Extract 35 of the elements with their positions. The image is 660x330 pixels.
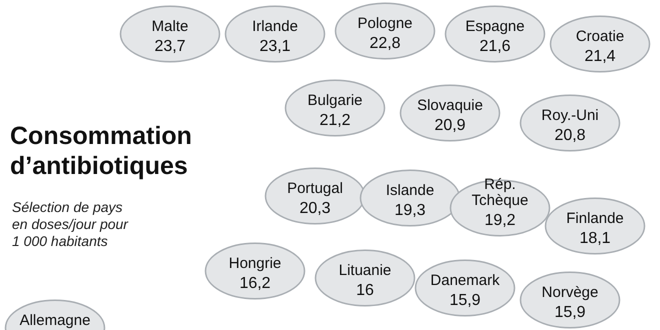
data-label: 16 <box>356 282 374 299</box>
category-label: Hongrie <box>228 255 282 272</box>
data-label: 23,1 <box>259 38 291 55</box>
data-label: 21,6 <box>479 38 511 55</box>
category-label: Irlande <box>252 18 298 35</box>
category-label: Lituanie <box>338 262 392 279</box>
data-label: 20,8 <box>554 127 586 144</box>
data-label: 23,7 <box>154 38 186 55</box>
category-label: Bulgarie <box>307 92 363 109</box>
category-label: Pologne <box>357 15 413 32</box>
data-label: 19,3 <box>394 202 426 219</box>
category-label: Rép. Tchèque <box>472 176 528 209</box>
category-label: Croatie <box>576 28 624 45</box>
text: Sélection de pays en doses/jour pour 1 000 habitants <box>12 199 130 249</box>
data-label: 18,1 <box>579 230 611 247</box>
category-label: Allemagne <box>20 312 90 329</box>
category-label: Norvège <box>542 284 598 301</box>
text: Consommation d’antibiotiques <box>10 122 192 180</box>
category-label: Danemark <box>430 272 500 289</box>
category-label: Islande <box>386 182 434 199</box>
data-label: 21,4 <box>584 48 616 65</box>
category-label: Slovaquie <box>417 97 483 114</box>
data-label: 15,9 <box>554 304 586 321</box>
data-label: 16,2 <box>239 275 271 292</box>
data-label: 15,9 <box>449 292 481 309</box>
category-label: Finlande <box>566 210 624 227</box>
category-label: Espagne <box>465 18 525 35</box>
data-label: 22,8 <box>369 35 401 52</box>
data-label: 20,9 <box>434 117 466 134</box>
data-label: 20,3 <box>299 200 331 217</box>
category-label: Portugal <box>287 180 343 197</box>
data-label: 21,2 <box>319 112 351 129</box>
data-label: 19,2 <box>484 212 516 229</box>
category-label: Roy.-Uni <box>541 107 599 124</box>
category-label: Malte <box>152 18 188 35</box>
